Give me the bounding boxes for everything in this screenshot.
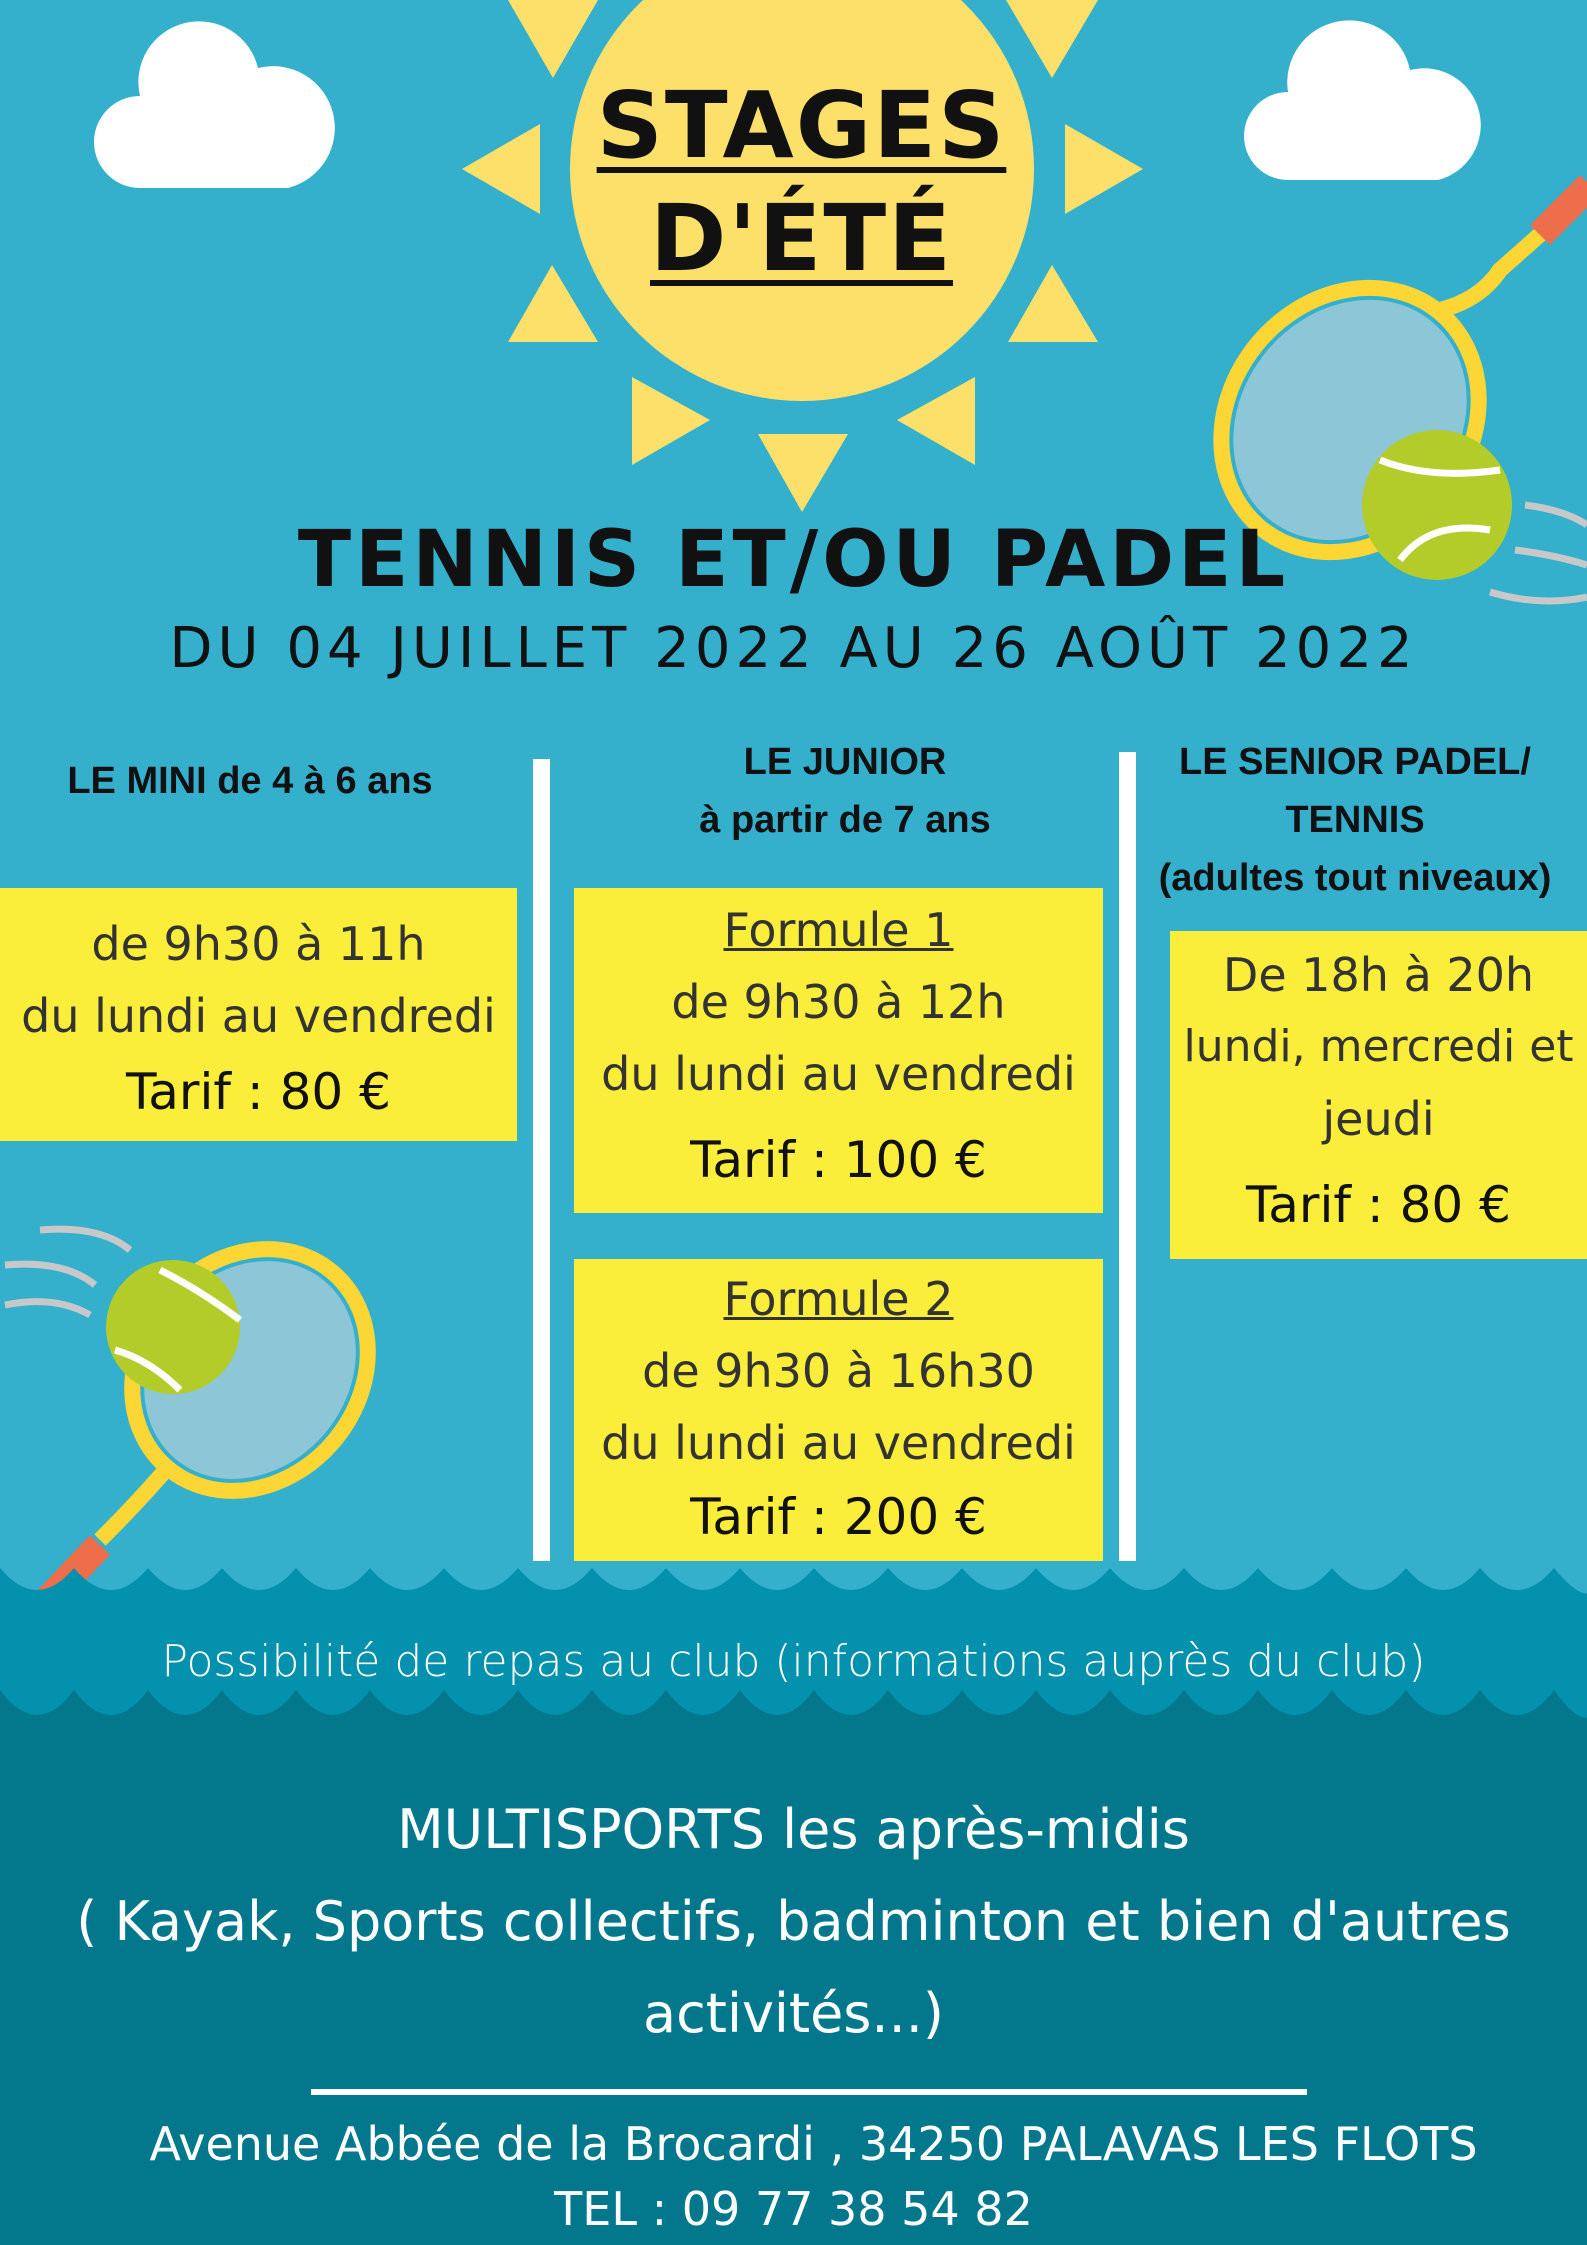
column-header-senior: LE SENIOR PADEL/ TENNIS (adultes tout ni… [1158, 741, 1552, 899]
price: Tarif : 200 € [690, 1488, 987, 1546]
sun-icon [462, 0, 1143, 512]
column-header-junior: LE JUNIOR à partir de 7 ans [699, 741, 991, 841]
offer-box-junior-formule-2: Formule 2 de 9h30 à 16h30 du lundi au ve… [574, 1259, 1103, 1561]
price: Tarif : 100 € [690, 1131, 987, 1189]
address: Avenue Abbée de la Brocardi , 34250 PALA… [149, 2117, 1478, 2171]
tennis-racket-icon [1213, 175, 1587, 605]
offer-box-mini: de 9h30 à 11h du lundi au vendredi Tarif… [0, 888, 517, 1141]
poster-title-line1: STAGES [596, 72, 1007, 179]
cloud-icon [94, 20, 1481, 189]
wave-band-deep [0, 1690, 1587, 2245]
dates: DU 04 JUILLET 2022 AU 26 AOÛT 2022 [169, 616, 1418, 681]
offer-box-junior-formule-1: Formule 1 de 9h30 à 12h du lundi au vend… [574, 888, 1103, 1213]
price: Tarif : 80 € [1246, 1176, 1511, 1234]
poster-title-line2: D'ÉTÉ [650, 185, 953, 292]
column-divider [1119, 752, 1136, 1561]
phone-number: TEL : 09 77 38 54 82 [554, 2182, 1033, 2236]
meal-info: Possibilité de repas au club (informatio… [161, 1636, 1426, 1687]
price: Tarif : 80 € [126, 1063, 391, 1121]
multisports-info: MULTISPORTS les après-midis ( Kayak, Spo… [76, 1798, 1511, 2045]
offer-box-senior: De 18h à 20h lundi, mercredi et jeudi Ta… [1170, 931, 1587, 1259]
subtitle: TENNIS ET/OU PADEL [297, 515, 1290, 605]
footer-divider [311, 2089, 1307, 2095]
column-divider [533, 759, 550, 1561]
column-header-mini: LE MINI de 4 à 6 ans [67, 760, 433, 802]
